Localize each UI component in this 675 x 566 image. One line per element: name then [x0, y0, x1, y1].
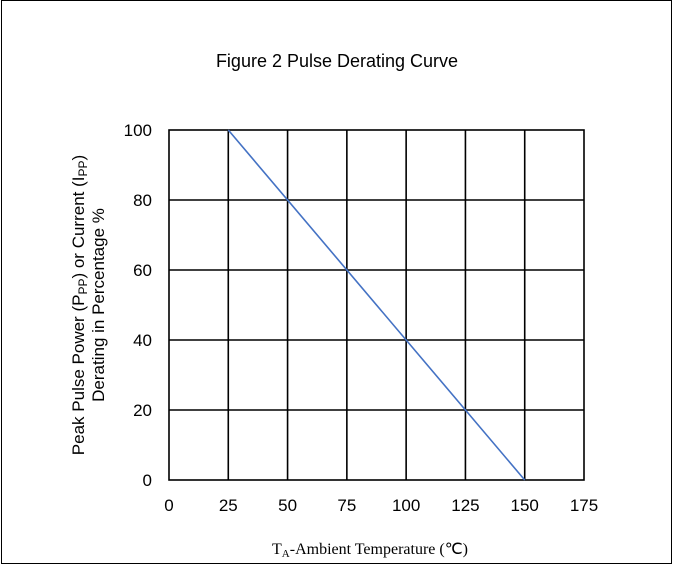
y-tick-label: 40 — [133, 331, 152, 350]
plot-border — [168, 129, 585, 481]
x-axis-label: TA-Ambient Temperature (℃) — [272, 541, 468, 560]
x-tick-label: 75 — [337, 496, 356, 515]
x-tick-label: 125 — [451, 496, 479, 515]
y-axis-label-line2: Derating in Percentage % — [89, 208, 108, 402]
y-tick-label: 0 — [143, 471, 152, 490]
x-tick-label: 0 — [164, 496, 173, 515]
x-tick-label: 150 — [511, 496, 539, 515]
series-layer — [227, 129, 526, 481]
y-axis-label-line1: Peak Pulse Power (PPP) or Current (IPP) — [69, 155, 90, 455]
y-tick-label: 20 — [133, 401, 152, 420]
y-tick-label: 100 — [124, 121, 152, 140]
chart-title: Figure 2 Pulse Derating Curve — [216, 51, 458, 71]
x-tick-label: 175 — [570, 496, 598, 515]
x-tick-labels: 0 25 50 75 100 125 150 175 — [164, 496, 598, 515]
x-tick-label: 50 — [278, 496, 297, 515]
series-line-0 — [227, 129, 526, 481]
x-tick-label: 25 — [219, 496, 238, 515]
y-tick-label: 80 — [133, 191, 152, 210]
y-tick-labels: 0 20 40 60 80 100 — [124, 121, 152, 490]
x-tick-label: 100 — [392, 496, 420, 515]
plot-grid — [168, 129, 585, 481]
y-tick-label: 60 — [133, 261, 152, 280]
